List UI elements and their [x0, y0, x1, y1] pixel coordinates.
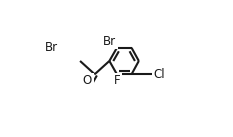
Text: Br: Br	[103, 35, 116, 48]
Text: F: F	[114, 74, 120, 87]
Text: Br: Br	[45, 41, 58, 54]
Text: O: O	[83, 74, 92, 87]
Text: Cl: Cl	[154, 68, 165, 81]
